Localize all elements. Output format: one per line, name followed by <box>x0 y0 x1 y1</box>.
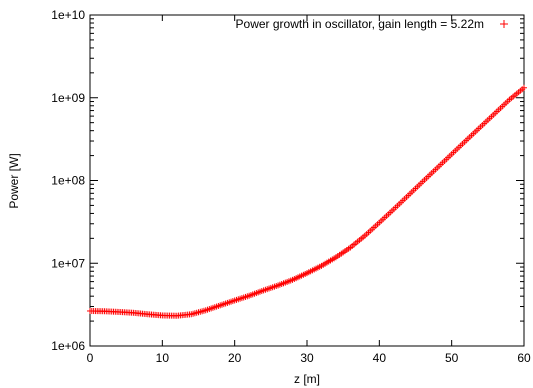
x-tick-label: 20 <box>228 351 242 365</box>
x-tick-label: 50 <box>445 351 459 365</box>
x-axis-label: z [m] <box>294 372 320 386</box>
data-points <box>87 85 527 319</box>
legend-label: Power growth in oscillator, gain length … <box>236 17 484 31</box>
x-tick-label: 60 <box>517 351 531 365</box>
legend: Power growth in oscillator, gain length … <box>236 17 508 31</box>
y-axis-label: Power [W] <box>7 153 21 208</box>
plot-frame <box>90 15 524 346</box>
x-tick-label: 10 <box>156 351 170 365</box>
y-tick-label: 1e+10 <box>51 8 85 22</box>
x-tick-label: 0 <box>87 351 94 365</box>
legend-marker <box>500 20 508 28</box>
y-tick-label: 1e+09 <box>51 91 85 105</box>
ticks: 0 10 20 30 40 50 60 1e+06 1e+07 1e+08 1e+09 1e+10 <box>51 8 531 365</box>
y-tick-label: 1e+08 <box>51 174 85 188</box>
x-tick-label: 30 <box>300 351 314 365</box>
y-tick-label: 1e+07 <box>51 256 85 270</box>
axes <box>90 15 524 346</box>
y-tick-label: 1e+06 <box>51 339 85 353</box>
x-tick-label: 40 <box>373 351 387 365</box>
